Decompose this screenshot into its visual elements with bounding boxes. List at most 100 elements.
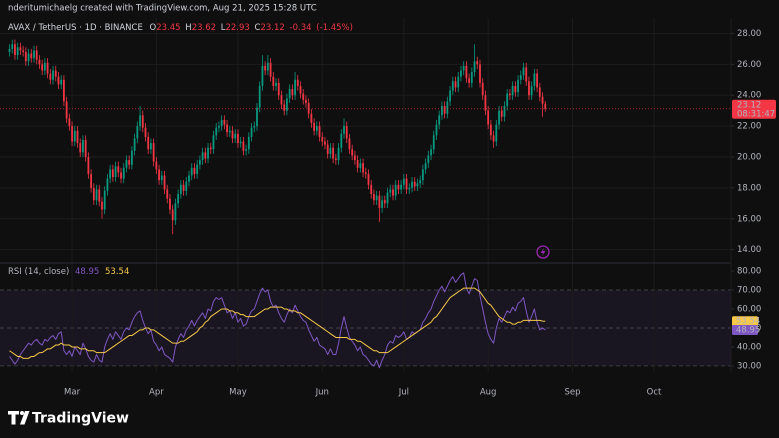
candle-body (253, 126, 256, 128)
candle-body (65, 101, 68, 119)
candle-body (294, 79, 296, 96)
candle-body (397, 184, 400, 190)
candle-body (476, 61, 479, 65)
candle-body (41, 64, 44, 71)
candle-body (160, 175, 163, 181)
candle-body (128, 160, 131, 165)
candle-body (481, 82, 484, 96)
candle-body (245, 149, 248, 151)
candle-body (226, 124, 228, 133)
icon-bolt[interactable] (540, 248, 546, 256)
y-tick-label: 26.00 (737, 60, 761, 70)
candle-body (446, 101, 449, 114)
candle-body (351, 149, 354, 156)
candle-body (171, 209, 174, 221)
candle-body (147, 136, 150, 150)
candle-body (457, 76, 460, 88)
candle-body (68, 118, 71, 127)
candle-body (500, 110, 503, 117)
candle-body (207, 147, 209, 159)
y-tick-label: 16.00 (737, 214, 761, 224)
lightning-icon[interactable] (536, 245, 550, 259)
candle-body (506, 93, 509, 107)
candle-body (528, 81, 530, 96)
candle-body (166, 189, 169, 199)
rsi-title: RSI (14, close) (8, 267, 69, 277)
candle-body (345, 126, 348, 139)
candle-body (43, 62, 46, 71)
candle-body (541, 96, 544, 104)
candle-body (163, 175, 166, 190)
candle-body (54, 70, 57, 77)
y-tick-label: 40.00 (737, 342, 761, 352)
candle-body (177, 194, 180, 204)
candle-body (169, 198, 171, 210)
x-tick-label: Mar (64, 388, 81, 398)
candle-body (416, 183, 419, 187)
candle-body (283, 104, 286, 111)
candle-body (356, 160, 359, 168)
logo: TradingView (8, 411, 129, 427)
candle-body (362, 163, 364, 173)
candle-body (495, 124, 498, 142)
candle-body (201, 152, 204, 161)
candle-body (421, 169, 424, 181)
y-tick-label: 24.00 (737, 91, 761, 101)
candle-body (340, 133, 343, 148)
candle-body (204, 152, 207, 159)
candle-body (111, 169, 114, 178)
candle-body (364, 172, 367, 174)
candle-body (405, 178, 408, 190)
candle-body (277, 82, 280, 96)
candle-body (182, 184, 185, 191)
symbol: AVAX / TetherUS · 1D · BINANCE (8, 23, 143, 33)
candle-body (49, 73, 52, 80)
candle-body (473, 61, 476, 73)
ohlc-value: 23.12 (260, 23, 284, 33)
candle-body (150, 143, 152, 150)
candle-body (215, 127, 218, 136)
candle-body (522, 67, 525, 76)
candle-body (460, 70, 462, 77)
candle-body (538, 87, 541, 97)
ohlc-label: C (255, 23, 261, 33)
candle-body (468, 78, 471, 83)
candle-body (334, 158, 337, 161)
candle-body (14, 44, 16, 56)
candle-body (76, 130, 79, 144)
candle-body (413, 181, 416, 187)
candle-body (484, 95, 487, 111)
x-tick-label: Oct (647, 388, 662, 398)
candle-body (402, 178, 405, 185)
candle-body (373, 194, 375, 201)
ohlc-label: O (150, 23, 157, 33)
logo-mark (8, 411, 30, 425)
y-tick-label: 30.00 (737, 361, 761, 371)
x-tick-label: Jul (398, 388, 409, 398)
grid (0, 18, 734, 372)
candle-body (109, 169, 112, 179)
candle-body (462, 65, 465, 71)
candle-body (122, 167, 125, 179)
candle-body (378, 195, 381, 208)
candle-body (24, 51, 27, 62)
candle-body (38, 59, 41, 65)
rsi-line (9, 287, 546, 359)
candle-body (106, 178, 109, 191)
plot (0, 39, 731, 369)
candle-body (427, 155, 430, 164)
candle-body (315, 126, 318, 131)
rsi-ma-value: 53.54 (105, 267, 129, 277)
ohlc-label: L (221, 23, 226, 33)
x-tick-label: Sep (564, 388, 580, 398)
candle-body (27, 53, 30, 62)
candle-body (82, 140, 84, 153)
candle-body (280, 95, 283, 105)
candle-body (408, 187, 411, 190)
candle-body (533, 73, 536, 86)
candle-body (305, 99, 307, 103)
candle-body (212, 135, 215, 150)
candle-body (196, 164, 199, 174)
icon-circle[interactable] (536, 245, 550, 259)
